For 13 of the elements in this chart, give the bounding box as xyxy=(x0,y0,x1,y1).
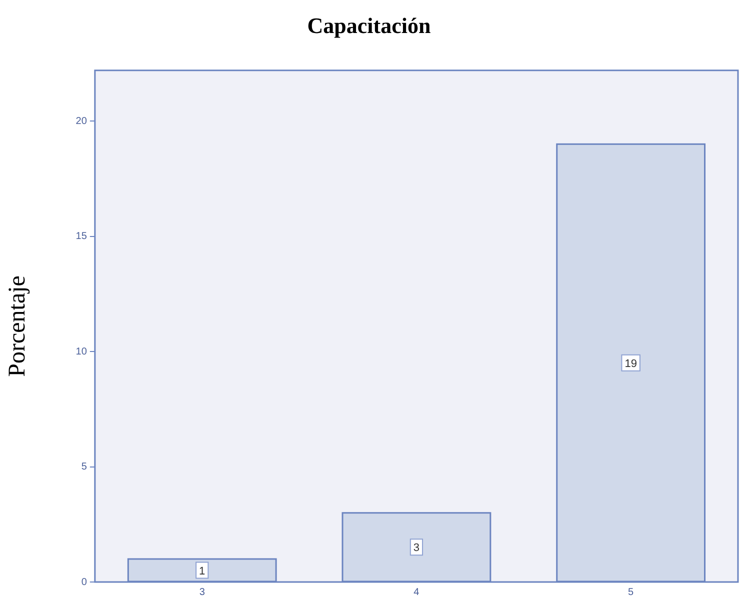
y-tick-label: 0 xyxy=(81,576,88,588)
y-tick-label: 15 xyxy=(76,231,88,242)
x-tick-label: 3 xyxy=(199,586,206,598)
y-tick-label: 20 xyxy=(76,116,88,127)
data-label: 3 xyxy=(413,542,420,554)
data-label: 19 xyxy=(624,358,637,370)
y-tick-label: 10 xyxy=(76,346,88,358)
chart-title: Capacitación xyxy=(307,12,431,38)
y-axis-title: Porcentaje xyxy=(4,276,31,377)
data-label: 1 xyxy=(199,565,206,578)
y-tick-label: 5 xyxy=(81,462,88,473)
x-tick-label: 5 xyxy=(628,586,634,598)
x-tick-label: 4 xyxy=(414,586,420,598)
